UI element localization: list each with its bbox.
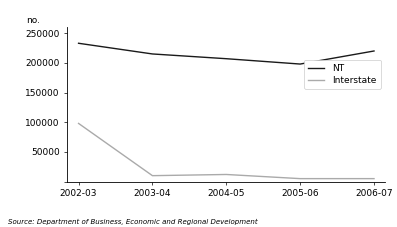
Legend: NT, Interstate: NT, Interstate (304, 59, 381, 89)
Interstate (224, 173, 229, 176)
Line: Interstate: Interstate (79, 123, 374, 179)
Text: no.: no. (26, 16, 40, 25)
NT (150, 53, 155, 55)
Interstate (76, 122, 81, 125)
NT (76, 42, 81, 45)
Interstate (298, 177, 303, 180)
NT (224, 57, 229, 60)
Interstate (150, 174, 155, 177)
Text: Source: Department of Business, Economic and Regional Development: Source: Department of Business, Economic… (8, 219, 258, 225)
NT (298, 63, 303, 65)
NT (372, 50, 376, 52)
Interstate (372, 177, 376, 180)
Line: NT: NT (79, 43, 374, 64)
